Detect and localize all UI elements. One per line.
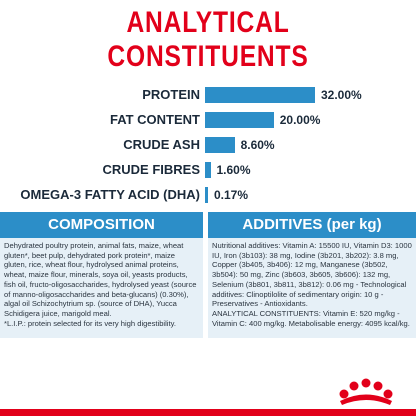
chart-category-label: FAT CONTENT (109, 112, 200, 127)
chart-category-label: CRUDE ASH (123, 137, 200, 152)
chart-bar (205, 187, 208, 203)
royal-canin-crown-logo (339, 378, 393, 405)
footer-accent-bar (0, 409, 416, 416)
chart-value-label: 1.60% (216, 163, 251, 177)
chart-row: FAT CONTENT 20.00% (0, 110, 416, 130)
chart-row: CRUDE FIBRES 1.60% (0, 160, 416, 180)
chart-bar (205, 162, 211, 178)
chart-value-label: 20.00% (279, 113, 321, 127)
chart-row: OMEGA-3 FATTY ACID (DHA) 0.17% (0, 185, 416, 205)
chart-category-label: OMEGA-3 FATTY ACID (DHA) (20, 187, 200, 202)
chart-category-label: CRUDE FIBRES (102, 162, 200, 177)
additives-panel: Nutritional additives: Vitamin A: 15500 … (208, 238, 416, 338)
page-title: ANALYTICAL CONSTITUENTS (107, 6, 309, 73)
additives-heading: ADDITIVES (per kg) (208, 212, 416, 238)
chart-value-label: 0.17% (214, 188, 249, 202)
chart-category-label: PROTEIN (142, 87, 200, 102)
composition-text: Dehydrated poultry protein, animal fats,… (4, 241, 197, 318)
additives-text: Nutritional additives: Vitamin A: 15500 … (212, 241, 412, 309)
composition-note: *L.I.P.: protein selected for its very h… (4, 318, 176, 328)
chart-value-label: 8.60% (240, 138, 275, 152)
constituents-chart: PROTEIN 32.00% FAT CONTENT 20.00% CRUDE ASH 8… (0, 85, 416, 215)
chart-bar (205, 112, 274, 128)
chart-bar (205, 137, 235, 153)
composition-panel: Dehydrated poultry protein, animal fats,… (0, 238, 203, 338)
chart-row: PROTEIN 32.00% (0, 85, 416, 105)
chart-row: CRUDE ASH 8.60% (0, 135, 416, 155)
chart-value-label: 32.00% (321, 88, 362, 102)
composition-heading: COMPOSITION (0, 212, 203, 238)
chart-bar (205, 87, 315, 103)
additives-text-2: ANALYTICAL CONSTITUENTS: Vitamin E: 520 … (212, 308, 410, 328)
